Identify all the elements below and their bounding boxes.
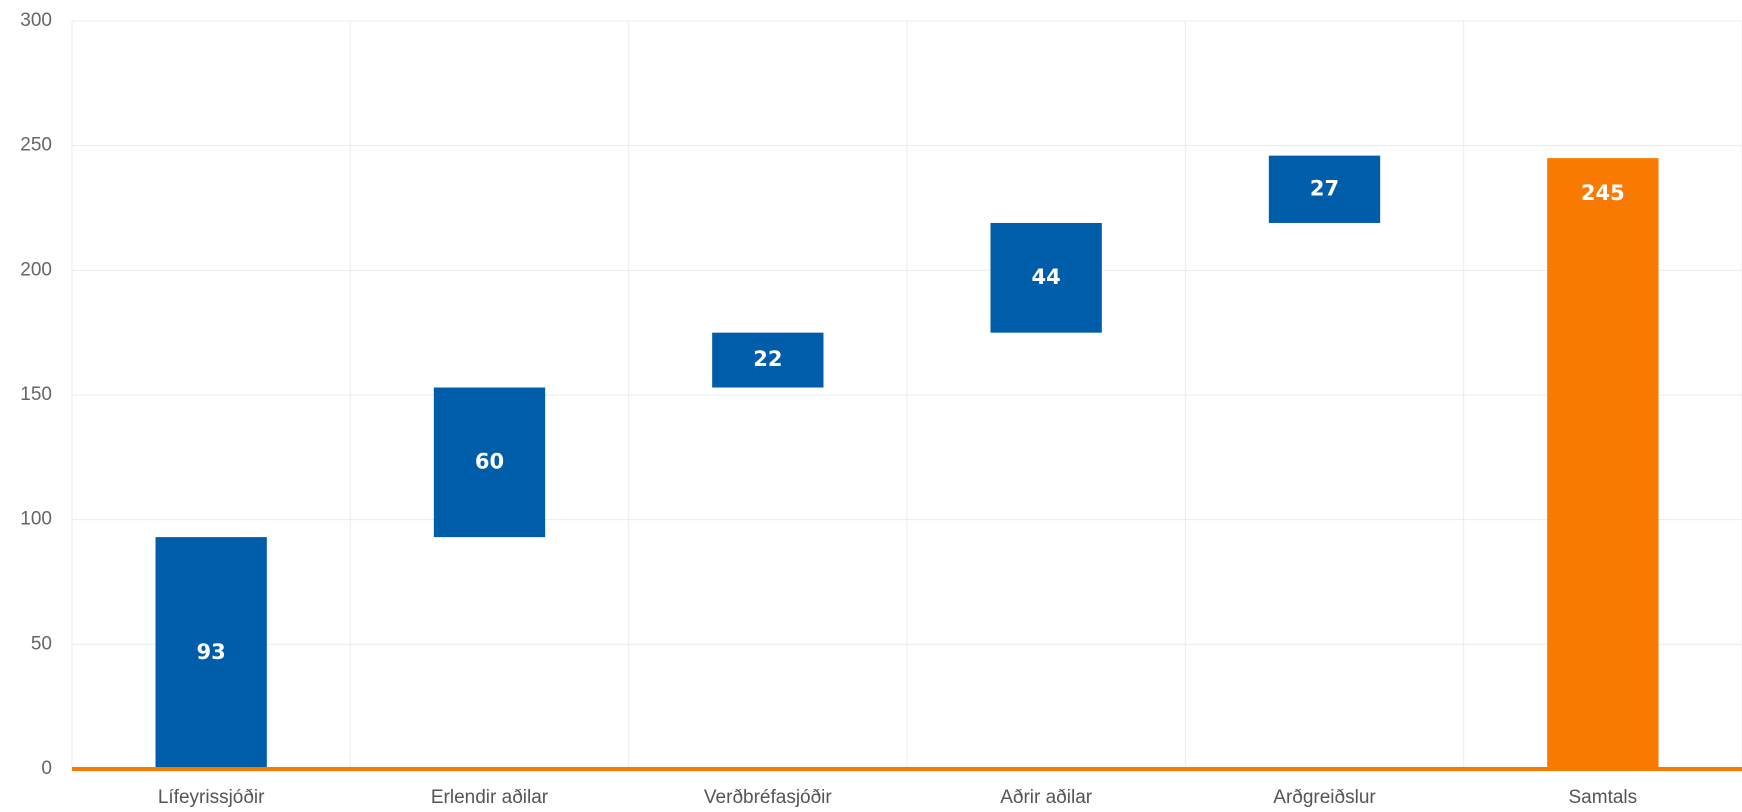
- bar: [155, 537, 267, 769]
- bar: [1268, 155, 1381, 223]
- bar: [1547, 158, 1659, 770]
- data-label: 60: [475, 449, 504, 473]
- y-tick-label: 300: [20, 10, 52, 31]
- y-tick-label: 0: [41, 758, 52, 779]
- x-tick-label: Samtals: [1569, 787, 1638, 808]
- bar: [990, 222, 1102, 333]
- x-tick-label: Erlendir aðilar: [431, 787, 549, 808]
- y-tick-label: 100: [20, 509, 52, 530]
- data-label: 245: [1581, 181, 1625, 205]
- y-tick-label: 250: [20, 135, 52, 156]
- y-tick-label: 50: [31, 633, 52, 654]
- y-tick-label: 200: [20, 259, 52, 280]
- data-label: 44: [1032, 265, 1061, 289]
- x-tick-label: Aðrir aðilar: [1000, 787, 1093, 808]
- x-tick-label: Verðbréfasjóðir: [704, 787, 832, 808]
- data-label: 93: [197, 640, 226, 664]
- bar: [712, 332, 824, 388]
- x-tick-label: Arðgreiðslur: [1273, 787, 1376, 808]
- x-tick-label: Lífeyrissjóðir: [158, 787, 265, 808]
- data-label: 22: [753, 347, 782, 371]
- y-tick-label: 150: [20, 384, 52, 405]
- bar: [433, 387, 546, 538]
- data-label: 27: [1310, 176, 1339, 200]
